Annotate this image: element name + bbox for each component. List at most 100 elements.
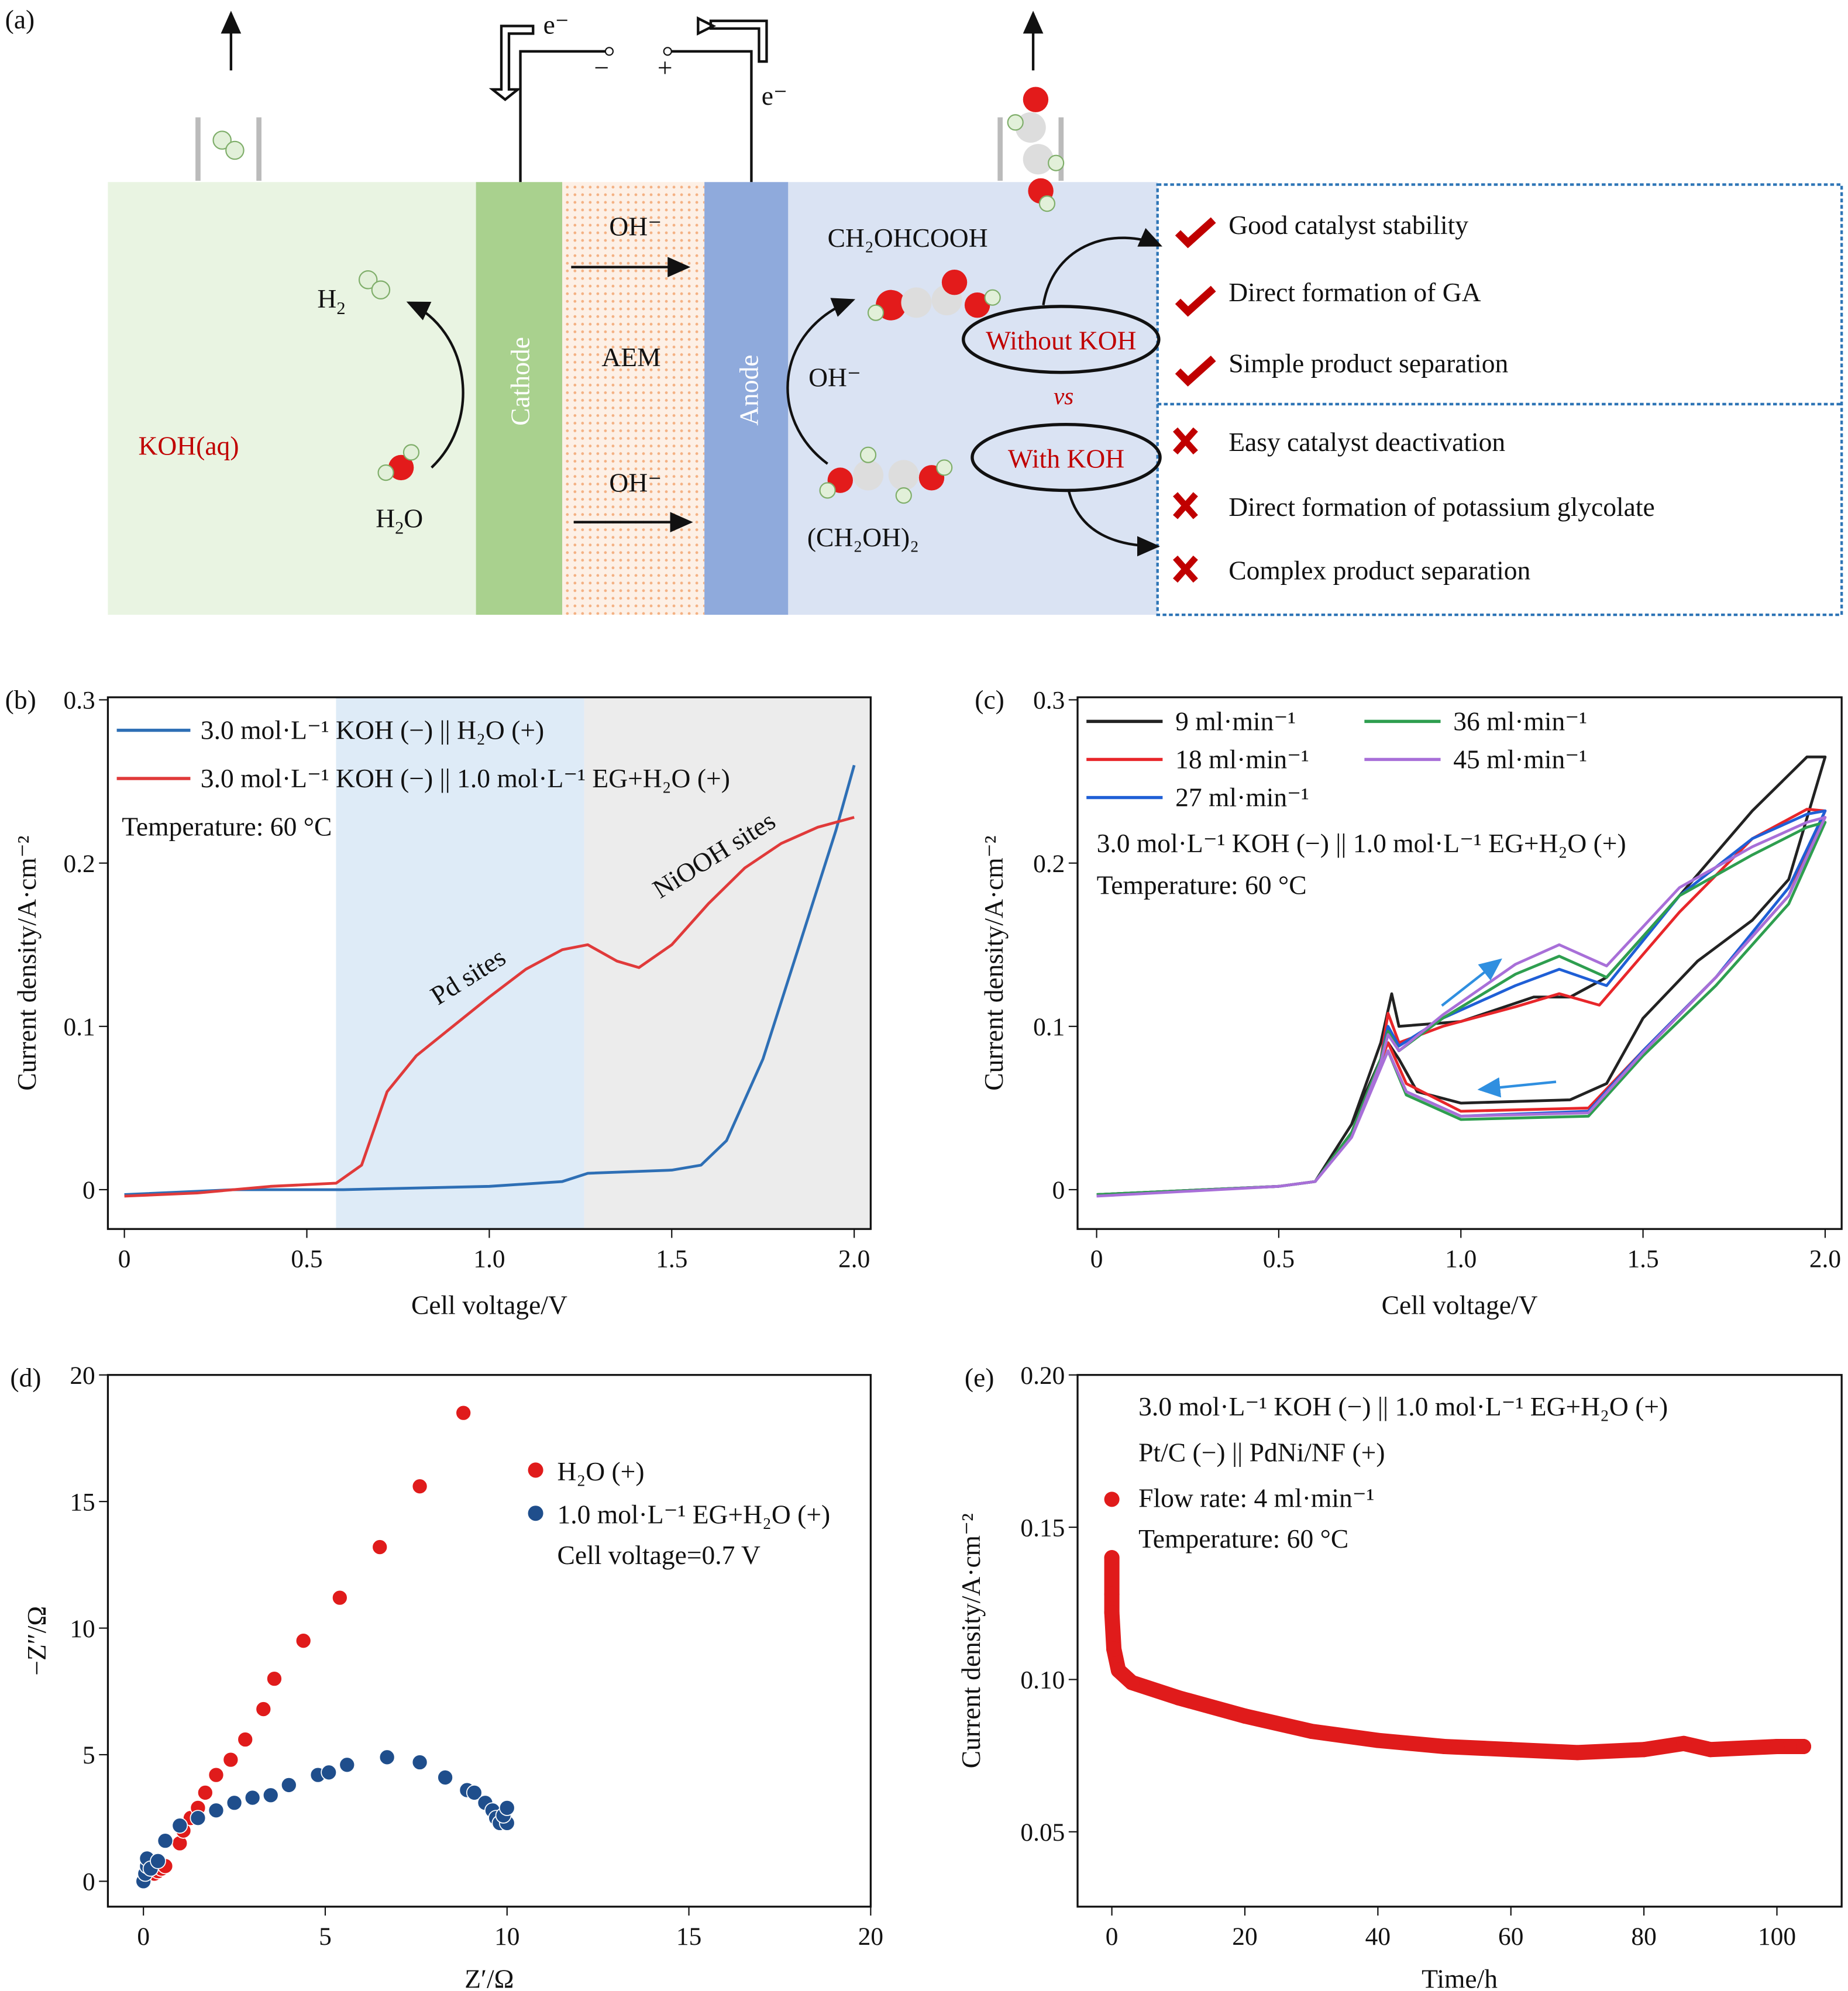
electron-label-cathode: e⁻ [543, 9, 569, 39]
plot-frame [106, 1374, 872, 1908]
data-point [1570, 1745, 1585, 1761]
pros-arrow-icon [1042, 228, 1163, 306]
x-tick-label: 40 [1365, 1923, 1391, 1951]
data-point [1370, 1732, 1386, 1748]
panel-label: (b) [5, 685, 36, 715]
outlet-wall [1058, 117, 1064, 181]
forward-scan-arrow-icon [1441, 958, 1502, 1007]
x-tick-label: 60 [1498, 1923, 1523, 1951]
y-axis-label: Current density/A·cm⁻² [956, 1513, 986, 1768]
anode-wire [670, 50, 753, 182]
with-koh-ellipse [971, 422, 1162, 492]
data-point [1676, 1735, 1692, 1751]
water-molecule-icon [377, 444, 420, 481]
x-tick-label: 15 [676, 1923, 701, 1951]
data-point [197, 1785, 214, 1801]
aem-label: AEM [601, 342, 660, 372]
y-tick-label: 0.2 [64, 850, 95, 878]
h2-atom [225, 140, 245, 160]
data-point [208, 1766, 225, 1783]
y-tick-label: 0.20 [1020, 1362, 1065, 1390]
data-point [411, 1754, 428, 1770]
koh-label: KOH(aq) [138, 431, 239, 461]
electron-flow-arrow-icon [697, 16, 768, 63]
aem-membrane [562, 182, 705, 615]
with-koh-label: With KOH [1008, 443, 1124, 473]
legend-label: 36 ml·min⁻¹ [1453, 707, 1587, 736]
data-point [222, 1751, 239, 1768]
data-point [295, 1632, 312, 1649]
hydroxide-label-bottom: OH⁻ [609, 468, 662, 498]
cross-icon [1173, 427, 1198, 454]
x-tick-label: 0 [1106, 1923, 1119, 1951]
data-point [208, 1802, 225, 1819]
pro-item: Simple product separation [1228, 349, 1508, 378]
anode-label: Anode [734, 354, 763, 425]
data-point [1106, 1641, 1122, 1657]
legend-label: 45 ml·min⁻¹ [1453, 745, 1587, 774]
check-icon [1175, 356, 1216, 387]
h2-molecule-icon [358, 270, 378, 290]
cathode-wire [519, 50, 607, 182]
con-item: Direct formation of potassium glycolate [1228, 492, 1655, 522]
data-point [339, 1756, 356, 1773]
x-axis-label: Z′/Ω [464, 1964, 514, 1991]
check-icon [1175, 217, 1216, 249]
minus-sign: − [594, 53, 609, 82]
without-koh-label: Without KOH [986, 326, 1137, 356]
x-tick-label: 1.5 [1627, 1245, 1658, 1273]
y-tick-label: 0 [1052, 1176, 1065, 1204]
data-point [331, 1589, 348, 1606]
x-tick-label: 2.0 [838, 1245, 870, 1273]
cross-icon [1173, 555, 1198, 583]
series-line [124, 816, 855, 1198]
x-tick-label: 2.0 [1809, 1245, 1841, 1273]
electron-label-anode: e⁻ [762, 81, 787, 111]
glycolic-acid-molecule-icon [867, 269, 1001, 321]
comparison-box [1156, 183, 1843, 616]
panel-c-chart: (c) 0 0.5 1.0 1.5 2.0 0 0.1 0.2 0.3 Cell voltage/V… [975, 685, 1843, 1320]
legend-label: 9 ml·min⁻¹ [1175, 707, 1296, 736]
data-point [498, 1800, 515, 1816]
data-point [1303, 1723, 1319, 1739]
cons-arrow-icon [1067, 490, 1161, 557]
glycolic-acid-label: CH₂OHCOOH [828, 223, 988, 253]
cathode-label: Cathode [505, 337, 535, 426]
series-line [124, 764, 856, 1196]
ethylene-glycol-molecule-icon [819, 446, 953, 504]
y-tick-label: 0.1 [64, 1013, 95, 1041]
y-tick-label: 20 [70, 1362, 95, 1390]
right-electrolyte-region [788, 182, 1158, 615]
data-point [1437, 1738, 1453, 1755]
x-tick-label: 1.0 [473, 1245, 505, 1273]
vs-label: vs [1054, 383, 1073, 409]
minus-terminal [604, 47, 614, 56]
legend-label: 3.0 mol·L⁻¹ KOH (−) || 1.0 mol·L⁻¹ EG+H₂… [201, 763, 730, 793]
x-tick-label: 80 [1631, 1923, 1656, 1951]
h2-label: H2 [317, 284, 345, 318]
shaded-region [336, 697, 584, 1229]
data-point [411, 1478, 428, 1495]
data-point [1104, 1586, 1120, 1602]
glycolic-acid-molecule-icon [1007, 87, 1065, 212]
data-point [1636, 1742, 1652, 1758]
data-point [1769, 1738, 1785, 1755]
plus-sign: + [658, 53, 673, 82]
series-band [1104, 1550, 1812, 1761]
con-item: Complex product separation [1228, 555, 1530, 585]
y-tick-label: 0.05 [1020, 1818, 1065, 1847]
data-point [255, 1701, 272, 1717]
y-tick-label: 0 [82, 1868, 95, 1896]
outlet-wall [195, 117, 201, 181]
hydroxide-label-anode: OH⁻ [808, 363, 861, 392]
series-line [1096, 755, 1827, 1196]
data-point [1171, 1690, 1186, 1706]
plus-terminal [663, 47, 672, 56]
plot-frame [1076, 1374, 1843, 1908]
y-tick-label: 0.1 [1033, 1013, 1065, 1041]
h2o-label: H2O [376, 503, 423, 538]
data-point [378, 1749, 395, 1766]
y-axis-label: −Z″/Ω [22, 1606, 51, 1676]
x-tick-label: 0 [118, 1245, 131, 1273]
oxidation-arrow-icon [786, 298, 856, 465]
